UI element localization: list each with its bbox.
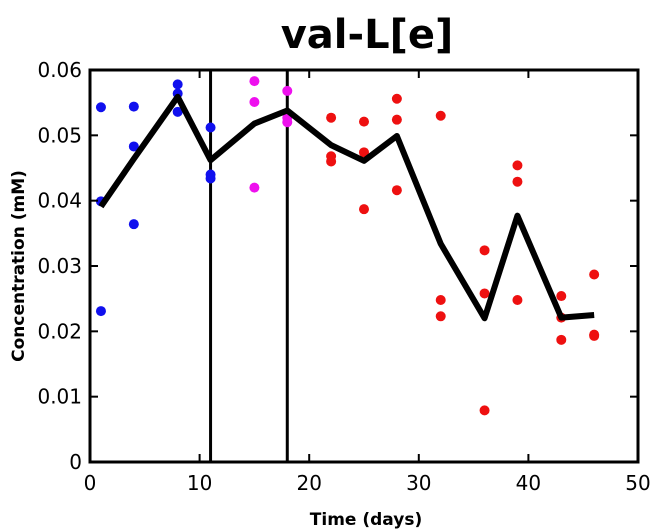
data-point xyxy=(205,173,216,184)
x-tick-label: 40 xyxy=(516,471,541,495)
data-point xyxy=(282,85,293,96)
data-point xyxy=(326,156,337,167)
data-point xyxy=(391,114,402,125)
x-tick-label: 20 xyxy=(296,471,321,495)
data-point xyxy=(589,330,600,341)
data-point xyxy=(249,182,260,193)
data-point xyxy=(391,185,402,196)
data-point xyxy=(589,269,600,280)
data-point xyxy=(172,106,183,117)
y-tick-label: 0.04 xyxy=(37,189,82,213)
y-tick-label: 0.05 xyxy=(37,123,82,147)
data-point xyxy=(479,405,490,416)
y-tick-label: 0.03 xyxy=(37,254,82,278)
axes-frame xyxy=(88,68,640,464)
y-tick-label: 0.02 xyxy=(37,319,82,343)
data-point xyxy=(435,294,446,305)
data-point xyxy=(556,334,567,345)
x-tick-label: 30 xyxy=(406,471,431,495)
y-tick-label: 0.06 xyxy=(37,58,82,82)
data-point xyxy=(479,288,490,299)
y-tick-label: 0 xyxy=(69,450,82,474)
data-point xyxy=(359,204,369,215)
data-point xyxy=(326,112,337,123)
data-point xyxy=(359,147,369,158)
data-point xyxy=(556,291,567,302)
data-point xyxy=(95,102,106,113)
mean-line xyxy=(98,93,595,322)
data-point xyxy=(391,93,402,104)
axis-ticks: 0 10 20 30 40 50 0 0.01 0.02 0.03 0.04 0.05 0.06 xyxy=(37,58,650,495)
data-point xyxy=(512,294,523,305)
y-tick-label: 0.01 xyxy=(37,385,82,409)
data-point xyxy=(249,76,260,87)
data-point xyxy=(435,110,446,121)
data-point xyxy=(172,79,183,90)
data-point xyxy=(479,245,490,256)
data-point xyxy=(128,141,139,152)
x-tick-label: 50 xyxy=(625,471,650,495)
data-point xyxy=(512,160,523,171)
y-axis-label: Concentration (mM) xyxy=(9,170,29,362)
data-point xyxy=(205,122,216,133)
data-point xyxy=(95,306,106,317)
data-point xyxy=(128,219,139,230)
x-axis-label: Time (days) xyxy=(310,510,422,530)
data-point xyxy=(512,176,523,187)
data-point xyxy=(282,117,293,128)
x-tick-label: 0 xyxy=(84,471,97,495)
plot-area xyxy=(95,70,600,462)
x-tick-label: 10 xyxy=(187,471,212,495)
data-point xyxy=(435,311,446,322)
data-point xyxy=(128,101,139,112)
data-point xyxy=(249,97,260,108)
data-point xyxy=(359,116,369,127)
chart-title: val-L[e] xyxy=(281,12,454,58)
